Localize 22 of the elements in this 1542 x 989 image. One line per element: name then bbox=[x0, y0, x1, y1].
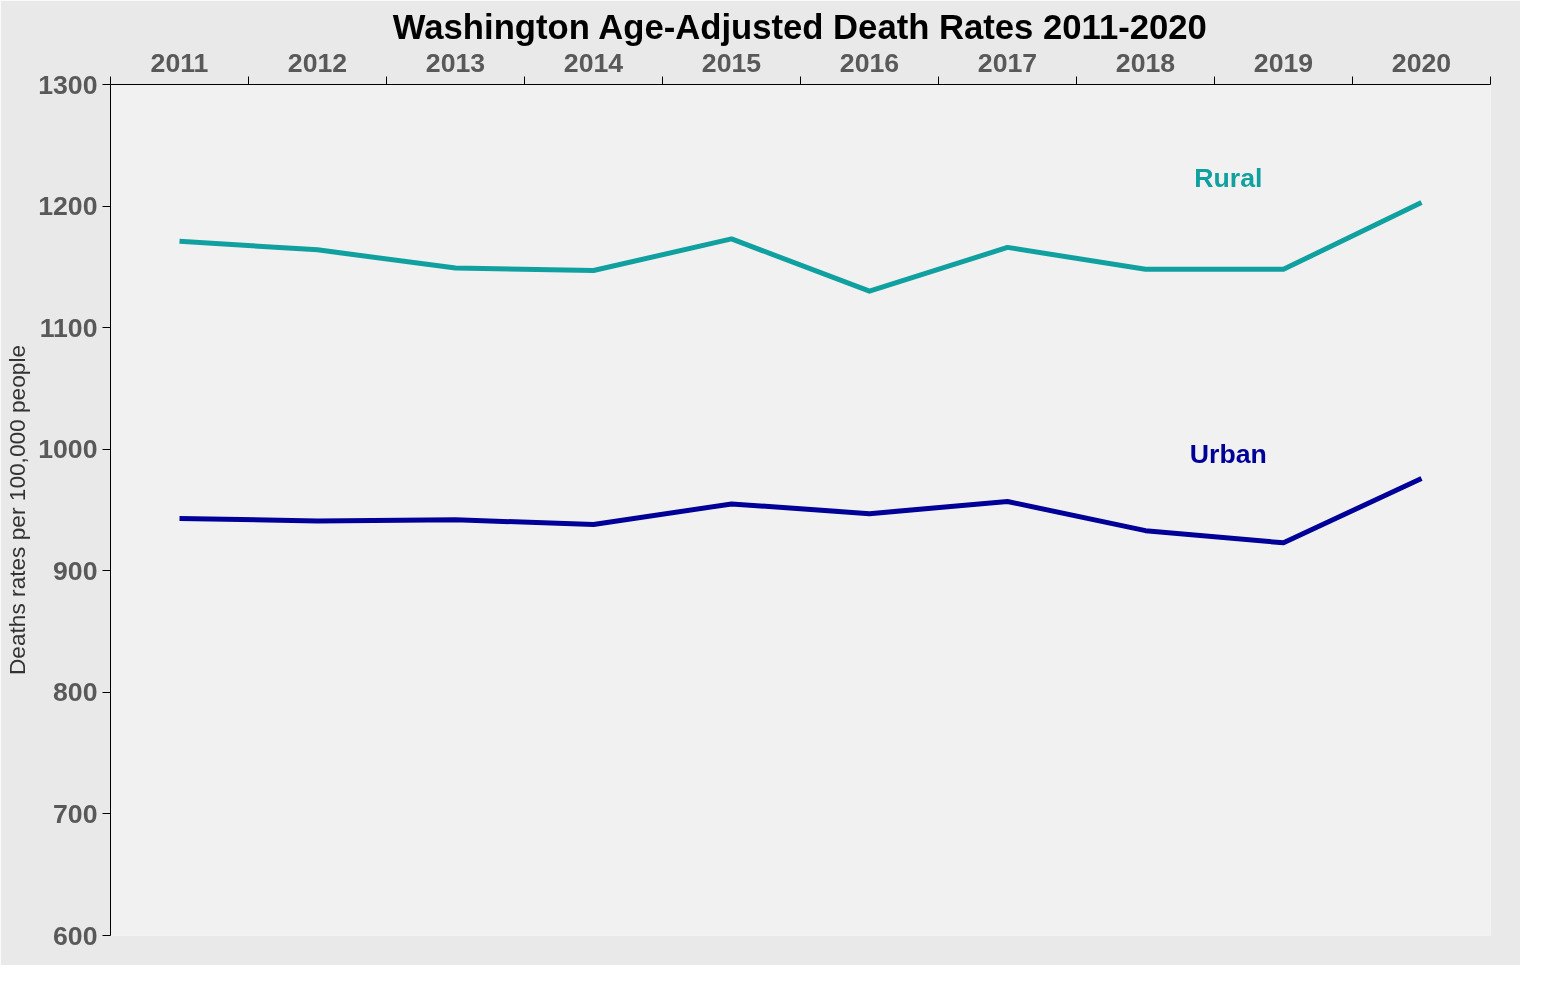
y-tick-label: 900 bbox=[53, 555, 98, 586]
x-tick-label: 2011 bbox=[150, 47, 209, 78]
y-tick-label: 1000 bbox=[38, 434, 98, 465]
y-tick-label: 800 bbox=[53, 677, 98, 708]
x-tick-label: 2012 bbox=[287, 47, 348, 78]
x-tick-label: 2018 bbox=[1115, 47, 1176, 78]
x-tick-label: 2013 bbox=[425, 47, 486, 78]
y-tick-label: 1200 bbox=[38, 191, 98, 222]
x-tick-label: 2016 bbox=[839, 47, 900, 78]
text: Urban bbox=[1189, 438, 1267, 469]
x-tick-label: 2020 bbox=[1391, 47, 1452, 78]
y-axis-title: Deaths rates per 100,000 people bbox=[4, 344, 31, 675]
x-tick-label: 2019 bbox=[1253, 47, 1314, 78]
chart-title: Washington Age-Adjusted Death Rates 2011-2020 bbox=[392, 7, 1207, 46]
text: Rural bbox=[1194, 162, 1263, 193]
x-tick-label: 2015 bbox=[701, 47, 762, 78]
y-tick-label: 1300 bbox=[38, 69, 98, 100]
y-tick-label: 1100 bbox=[39, 312, 98, 343]
y-tick-label: 600 bbox=[53, 920, 98, 951]
y-tick-label: 700 bbox=[53, 798, 98, 829]
x-tick-label: 2017 bbox=[977, 47, 1038, 78]
x-tick-label: 2014 bbox=[563, 47, 624, 78]
